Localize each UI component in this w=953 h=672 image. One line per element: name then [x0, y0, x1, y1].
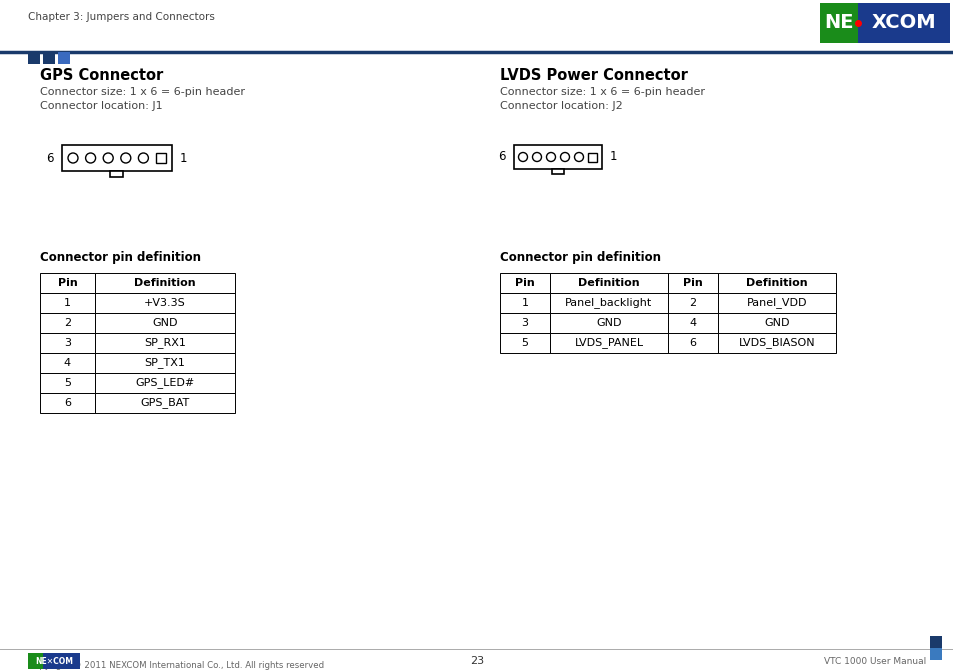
Text: 2: 2 — [689, 298, 696, 308]
Bar — [43, 52, 55, 64]
Bar — [58, 52, 70, 64]
Bar — [550, 293, 667, 313]
Bar — [667, 313, 718, 333]
Text: Connector location: J2: Connector location: J2 — [499, 101, 622, 111]
Bar — [667, 293, 718, 313]
Text: +V3.3S: +V3.3S — [144, 298, 186, 308]
Bar — [667, 273, 718, 293]
Text: 2: 2 — [64, 318, 71, 328]
Bar — [499, 293, 550, 313]
Text: 4: 4 — [689, 318, 696, 328]
Bar — [40, 353, 95, 373]
Bar — [718, 273, 835, 293]
Bar — [929, 636, 941, 648]
Bar — [62, 145, 172, 171]
Bar — [718, 333, 835, 353]
Text: 6: 6 — [498, 151, 505, 163]
Text: GND: GND — [763, 318, 789, 328]
Text: 6: 6 — [689, 338, 696, 348]
Text: Connector pin definition: Connector pin definition — [40, 251, 201, 263]
Bar — [40, 273, 95, 293]
Bar — [718, 313, 835, 333]
Text: 1: 1 — [180, 151, 188, 165]
Text: 1: 1 — [64, 298, 71, 308]
Text: Definition: Definition — [134, 278, 195, 288]
Bar — [95, 353, 234, 373]
Text: Pin: Pin — [57, 278, 77, 288]
Bar — [499, 333, 550, 353]
Text: Pin: Pin — [682, 278, 702, 288]
Text: GPS_BAT: GPS_BAT — [140, 398, 190, 409]
Bar — [40, 393, 95, 413]
Text: Connector pin definition: Connector pin definition — [499, 251, 660, 263]
Text: NE✕COM: NE✕COM — [35, 657, 73, 665]
Bar — [95, 313, 234, 333]
Bar — [40, 373, 95, 393]
Bar — [95, 373, 234, 393]
Text: GND: GND — [152, 318, 177, 328]
Bar — [552, 169, 563, 174]
Bar — [28, 653, 43, 669]
Text: Chapter 3: Jumpers and Connectors: Chapter 3: Jumpers and Connectors — [28, 12, 214, 22]
Bar — [43, 653, 80, 669]
Bar — [156, 153, 166, 163]
Text: GPS_LED#: GPS_LED# — [135, 378, 194, 388]
Bar — [40, 293, 95, 313]
Bar — [40, 333, 95, 353]
Bar — [820, 3, 857, 43]
Text: SP_TX1: SP_TX1 — [145, 358, 185, 368]
Bar — [514, 145, 601, 169]
Text: 5: 5 — [64, 378, 71, 388]
Text: LVDS_BIASON: LVDS_BIASON — [738, 337, 815, 349]
Bar — [111, 171, 123, 177]
Bar — [95, 333, 234, 353]
Bar — [40, 313, 95, 333]
Text: 1: 1 — [521, 298, 528, 308]
Bar — [550, 273, 667, 293]
Text: Copyright © 2011 NEXCOM International Co., Ltd. All rights reserved: Copyright © 2011 NEXCOM International Co… — [28, 661, 324, 669]
Text: Definition: Definition — [578, 278, 639, 288]
Text: Connector location: J1: Connector location: J1 — [40, 101, 162, 111]
Bar — [667, 333, 718, 353]
Text: 5: 5 — [521, 338, 528, 348]
Text: GPS Connector: GPS Connector — [40, 67, 163, 83]
Text: 1: 1 — [609, 151, 617, 163]
Text: XCOM: XCOM — [871, 13, 935, 32]
Text: GND: GND — [596, 318, 621, 328]
Bar — [550, 313, 667, 333]
Text: 4: 4 — [64, 358, 71, 368]
Text: LVDS Power Connector: LVDS Power Connector — [499, 67, 687, 83]
Bar — [28, 52, 40, 64]
Text: Connector size: 1 x 6 = 6-pin header: Connector size: 1 x 6 = 6-pin header — [40, 87, 245, 97]
Text: 6: 6 — [47, 151, 54, 165]
Bar — [718, 293, 835, 313]
Bar — [95, 273, 234, 293]
Text: VTC 1000 User Manual: VTC 1000 User Manual — [822, 657, 925, 665]
Text: LVDS_PANEL: LVDS_PANEL — [574, 337, 643, 349]
Bar — [588, 153, 597, 161]
Bar — [95, 393, 234, 413]
Text: Panel_backlight: Panel_backlight — [565, 298, 652, 308]
Bar — [499, 273, 550, 293]
Text: Definition: Definition — [745, 278, 807, 288]
Text: 23: 23 — [470, 656, 483, 666]
Text: SP_RX1: SP_RX1 — [144, 337, 186, 349]
Bar — [550, 333, 667, 353]
Bar — [499, 313, 550, 333]
Text: Panel_VDD: Panel_VDD — [746, 298, 806, 308]
Text: NE: NE — [823, 13, 853, 32]
Bar — [929, 648, 941, 660]
Text: 3: 3 — [521, 318, 528, 328]
Text: 6: 6 — [64, 398, 71, 408]
Text: Pin: Pin — [515, 278, 535, 288]
Text: 3: 3 — [64, 338, 71, 348]
Bar — [95, 293, 234, 313]
Text: Connector size: 1 x 6 = 6-pin header: Connector size: 1 x 6 = 6-pin header — [499, 87, 704, 97]
Bar — [857, 3, 949, 43]
